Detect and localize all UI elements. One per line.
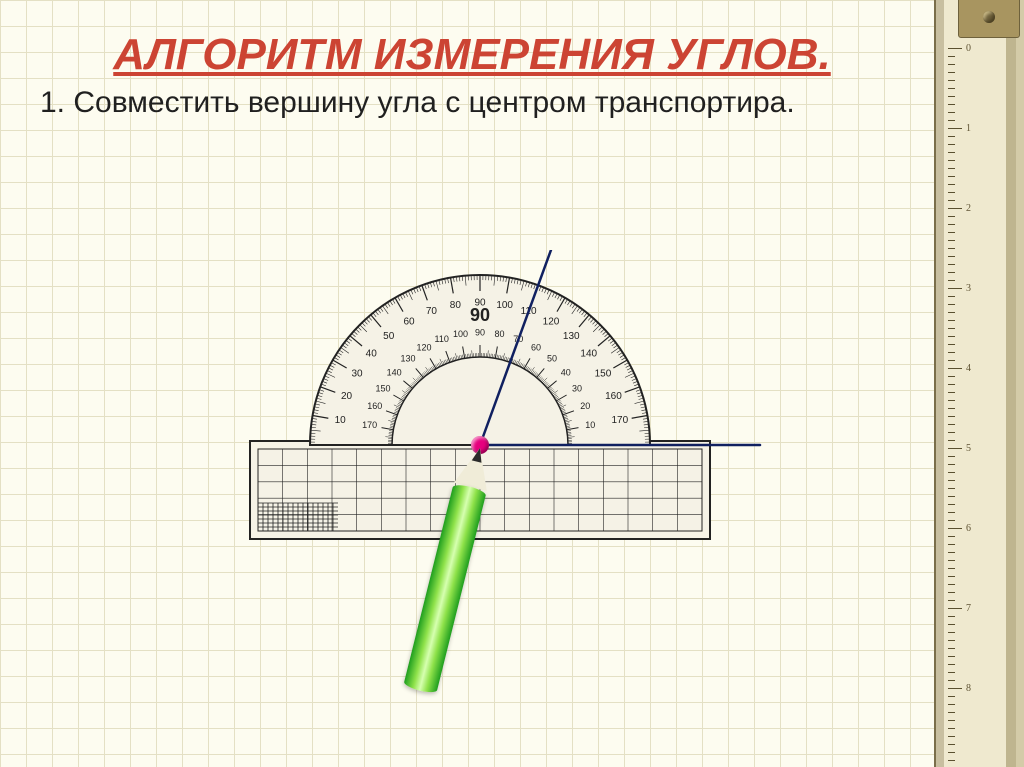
svg-text:60: 60 [531, 342, 541, 352]
svg-text:50: 50 [547, 354, 557, 364]
svg-text:150: 150 [595, 369, 612, 380]
svg-text:30: 30 [351, 369, 363, 380]
content-area: АЛГОРИТМ ИЗМЕРЕНИЯ УГЛОВ. 1. Совместить … [40, 30, 904, 122]
svg-text:130: 130 [563, 331, 580, 342]
svg-text:130: 130 [400, 354, 415, 364]
svg-text:160: 160 [605, 391, 622, 402]
svg-text:120: 120 [416, 342, 431, 352]
svg-text:140: 140 [387, 367, 402, 377]
svg-text:90: 90 [475, 327, 485, 337]
step-text: 1. Совместить вершину угла с центром тра… [40, 84, 904, 122]
svg-text:90: 90 [470, 305, 490, 325]
svg-text:120: 120 [543, 317, 560, 328]
slide: АЛГОРИТМ ИЗМЕРЕНИЯ УГЛОВ. 1. Совместить … [0, 0, 1024, 767]
svg-text:40: 40 [561, 367, 571, 377]
svg-text:10: 10 [585, 420, 595, 430]
svg-text:70: 70 [426, 306, 438, 317]
svg-text:50: 50 [383, 331, 395, 342]
svg-text:20: 20 [341, 391, 353, 402]
svg-text:30: 30 [572, 383, 582, 393]
svg-text:40: 40 [366, 348, 378, 359]
svg-text:20: 20 [580, 401, 590, 411]
svg-text:60: 60 [403, 317, 415, 328]
slide-title: АЛГОРИТМ ИЗМЕРЕНИЯ УГЛОВ. [40, 30, 904, 80]
svg-text:160: 160 [367, 401, 382, 411]
svg-text:140: 140 [580, 348, 597, 359]
svg-text:150: 150 [375, 383, 390, 393]
ruler-decoration: 012345678 [934, 0, 1024, 767]
svg-text:10: 10 [335, 415, 347, 426]
svg-text:100: 100 [453, 329, 468, 339]
protractor-figure: 1020304050607080901001101201301401501601… [160, 250, 800, 680]
ruler-ticks: 012345678 [948, 0, 1008, 767]
svg-text:110: 110 [435, 334, 449, 344]
svg-text:100: 100 [496, 300, 513, 311]
svg-text:170: 170 [362, 420, 377, 430]
svg-text:170: 170 [611, 415, 628, 426]
svg-text:80: 80 [450, 300, 462, 311]
svg-text:80: 80 [494, 329, 504, 339]
